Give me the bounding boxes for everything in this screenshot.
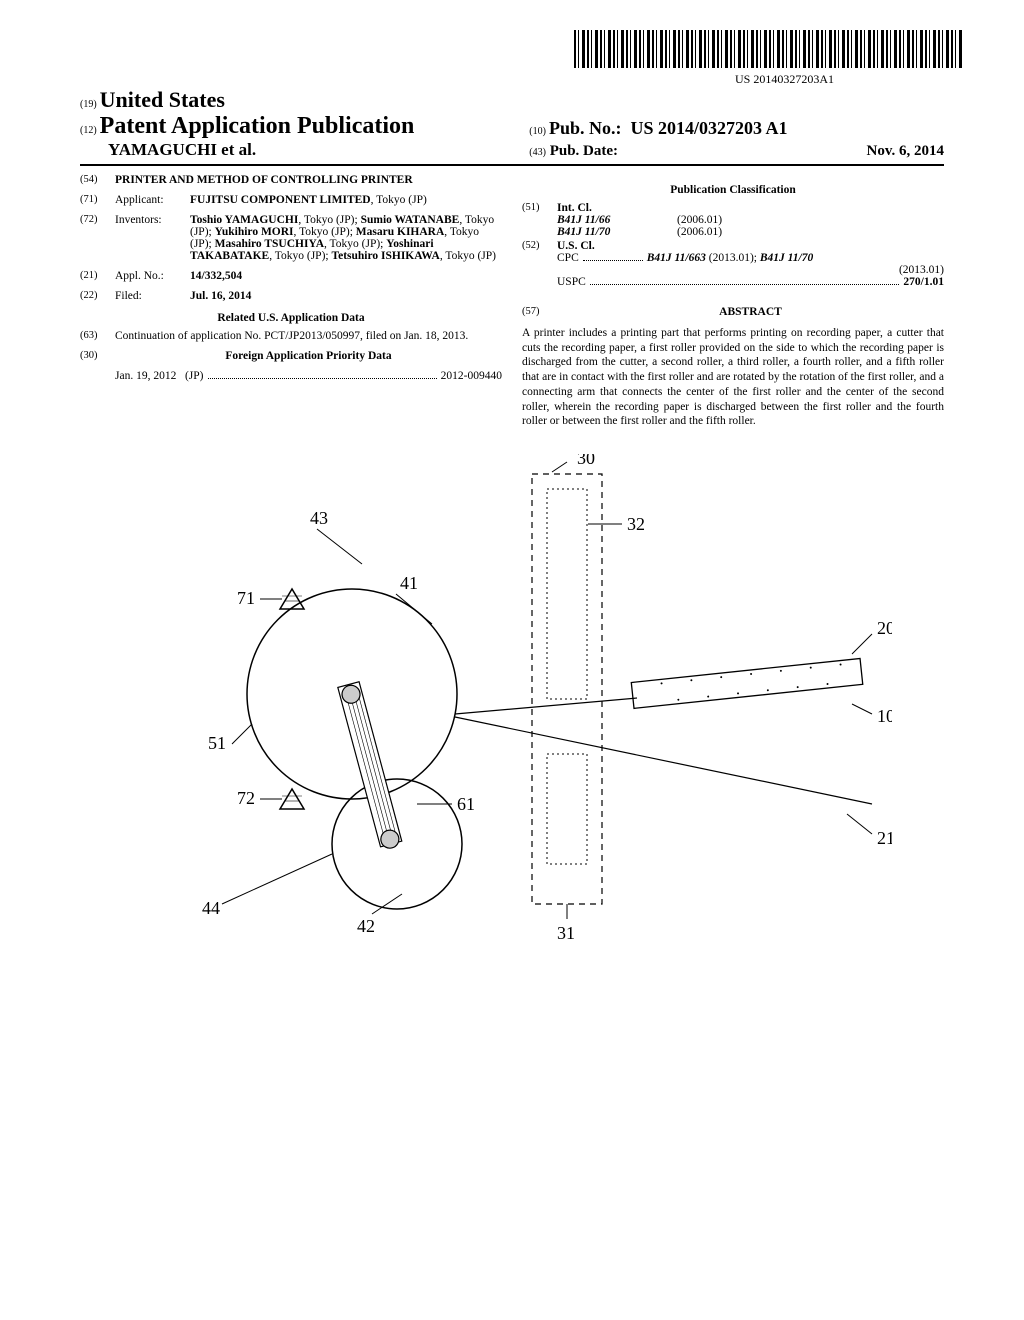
pub-no-label: Pub. No.: <box>549 118 622 138</box>
pub-date-label: Pub. Date: <box>550 143 618 159</box>
cpc-label: CPC <box>557 252 579 264</box>
fig-label-41: 41 <box>400 573 418 593</box>
abstract-num: (57) <box>522 306 557 318</box>
intcl-class2: B41J 11/70 <box>557 226 677 238</box>
fig-label-21: 21 <box>877 828 892 848</box>
abstract-text: A printer includes a printing part that … <box>522 326 944 429</box>
country-num: (19) <box>80 99 97 110</box>
uspc-value: 270/1.01 <box>903 276 944 288</box>
intcl-year1: (2006.01) <box>677 214 722 226</box>
filed-label: Filed: <box>115 290 190 302</box>
cont-num: (63) <box>80 330 115 342</box>
applicant-loc: Tokyo (JP) <box>376 194 427 206</box>
fig-label-71: 71 <box>237 588 255 608</box>
uscl-num: (52) <box>522 240 557 288</box>
barcode-area <box>80 30 964 72</box>
filed-value: Jul. 16, 2014 <box>190 290 502 302</box>
fig-label-72: 72 <box>237 788 255 808</box>
invention-title: PRINTER AND METHOD OF CONTROLLING PRINTE… <box>115 174 502 186</box>
barcode-text: US 20140327203A1 <box>80 72 834 87</box>
fig-label-32: 32 <box>627 514 645 534</box>
applicant-name: FUJITSU COMPONENT LIMITED <box>190 194 371 206</box>
pub-date: Nov. 6, 2014 <box>866 143 944 160</box>
filed-num: (22) <box>80 290 115 302</box>
inventors-label: Inventors: <box>115 214 190 262</box>
authors-line: YAMAGUCHI et al. <box>80 140 512 160</box>
foreign-header: Foreign Application Priority Data <box>115 350 502 362</box>
inventors-list: Toshio YAMAGUCHI, Tokyo (JP); Sumio WATA… <box>190 214 502 262</box>
title-num: (54) <box>80 174 115 186</box>
fig-label-20: 20 <box>877 618 892 638</box>
pub-no: US 2014/0327203 A1 <box>630 118 787 138</box>
intcl-label: Int. Cl. <box>557 202 944 214</box>
appl-num-label-num: (21) <box>80 270 115 282</box>
pub-date-num: (43) <box>529 147 546 158</box>
pub-no-num: (10) <box>529 126 546 137</box>
country: United States <box>100 87 225 112</box>
foreign-date: Jan. 19, 2012 <box>115 370 176 382</box>
document-header: (19) United States (12) Patent Applicati… <box>80 87 944 166</box>
cpc-value2: (2013.01) <box>557 264 944 276</box>
classification-header: Publication Classification <box>522 184 944 196</box>
appl-value: 14/332,504 <box>190 270 502 282</box>
barcode-graphic <box>574 30 964 68</box>
fig-label-42: 42 <box>357 916 375 936</box>
cont-text: Continuation of application No. PCT/JP20… <box>115 330 502 342</box>
fig-label-30: 30 <box>577 454 595 468</box>
pub-type: Patent Application Publication <box>100 113 415 139</box>
fig-label-31: 31 <box>557 923 575 943</box>
foreign-appno: 2012-009440 <box>441 370 502 382</box>
intcl-num: (51) <box>522 202 557 238</box>
uspc-label: USPC <box>557 276 586 288</box>
appl-label: Appl. No.: <box>115 270 190 282</box>
applicant-num: (71) <box>80 194 115 206</box>
abstract-header: ABSTRACT <box>557 306 944 318</box>
fig-label-44: 44 <box>202 898 220 918</box>
cpc-value: B41J 11/663 (2013.01); B41J 11/70 <box>647 252 813 264</box>
fig-label-43: 43 <box>310 508 328 528</box>
connecting-arm <box>338 682 403 851</box>
intcl-class1: B41J 11/66 <box>557 214 677 226</box>
fig-label-51: 51 <box>208 733 226 753</box>
fig-label-61: 61 <box>457 794 475 814</box>
pub-type-num: (12) <box>80 125 97 136</box>
bibliographic-section: (54) PRINTER AND METHOD OF CONTROLLING P… <box>80 174 944 429</box>
related-header: Related U.S. Application Data <box>80 312 502 324</box>
fig-label-10: 10 <box>877 706 892 726</box>
foreign-country: (JP) <box>185 370 204 382</box>
intcl-year2: (2006.01) <box>677 226 722 238</box>
applicant-label: Applicant: <box>115 194 190 206</box>
uscl-label: U.S. Cl. <box>557 240 944 252</box>
foreign-num: (30) <box>80 350 115 362</box>
inventors-num: (72) <box>80 214 115 262</box>
patent-figure: 30 32 43 41 71 51 72 61 44 42 31 20 10 2… <box>80 454 944 988</box>
